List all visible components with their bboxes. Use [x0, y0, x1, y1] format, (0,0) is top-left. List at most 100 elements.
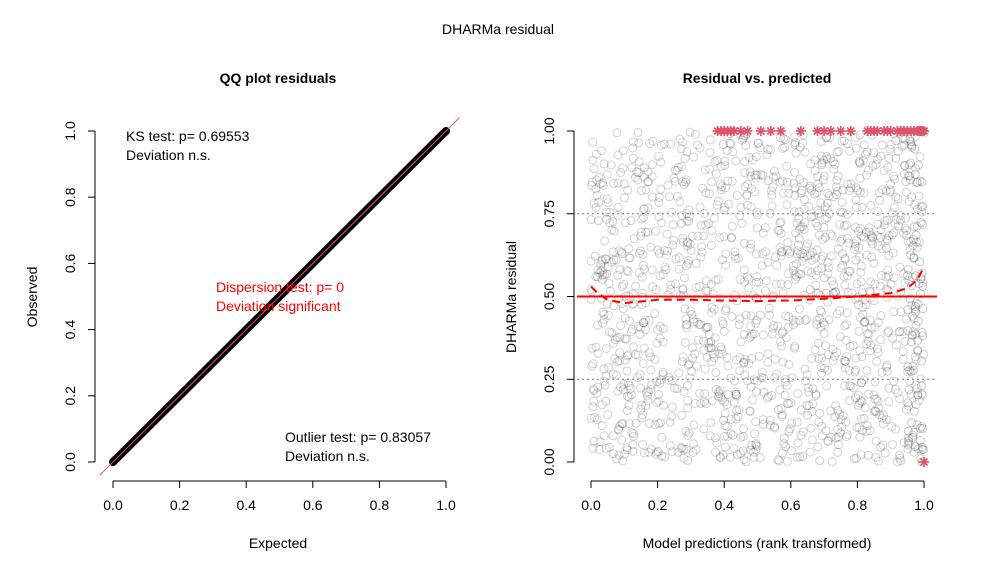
- residual-point: [616, 321, 626, 331]
- residual-point: [685, 127, 695, 137]
- residual-point: [626, 390, 636, 400]
- residual-point: [821, 151, 831, 161]
- residual-point: [784, 359, 794, 369]
- residual-point: [599, 314, 609, 324]
- residual-point: [791, 228, 801, 238]
- residual-point: [879, 166, 889, 176]
- residual-point: [917, 445, 927, 455]
- residual-point: [726, 373, 736, 383]
- residual-point: [906, 137, 916, 147]
- residual-point: [875, 410, 885, 420]
- residual-point: [908, 327, 918, 337]
- residual-point: [636, 404, 646, 414]
- residual-point: [863, 165, 873, 175]
- residual-point: [699, 336, 709, 346]
- residual-point: [875, 335, 885, 345]
- residual-point: [702, 352, 712, 362]
- residual-point: [906, 237, 916, 247]
- residual-point: [594, 197, 604, 207]
- residual-point: [811, 389, 821, 399]
- residual-point: [868, 232, 878, 242]
- residual-point: [812, 188, 822, 198]
- residual-point: [717, 255, 727, 265]
- residual-point: [591, 272, 601, 282]
- residual-point: [893, 388, 903, 398]
- residual-point: [833, 171, 843, 181]
- residual-point: [745, 333, 755, 343]
- residual-point: [604, 278, 614, 288]
- residual-point: [722, 421, 732, 431]
- residual-point: [674, 264, 684, 274]
- residual-point: [903, 440, 913, 450]
- residual-point: [906, 389, 916, 399]
- residual-point: [871, 160, 881, 170]
- residual-point: [701, 399, 711, 409]
- residual-point: [602, 214, 612, 224]
- residual-point: [678, 137, 688, 147]
- residual-point: [828, 344, 838, 354]
- residual-point: [707, 302, 717, 312]
- residual-point: [663, 180, 673, 190]
- residual-point: [810, 166, 820, 176]
- residual-point: [781, 135, 791, 145]
- residual-point: [792, 272, 802, 282]
- residual-point: [833, 440, 843, 450]
- residual-point: [683, 403, 693, 413]
- residual-point: [900, 134, 910, 144]
- residual-point: [854, 326, 864, 336]
- residual-point: [882, 235, 892, 245]
- residual-point: [692, 361, 702, 371]
- residual-point: [724, 199, 734, 209]
- residual-point: [801, 376, 811, 386]
- residual-point: [735, 274, 745, 284]
- residual-point: [762, 393, 772, 403]
- residual-point: [916, 289, 926, 299]
- residual-point: [807, 185, 817, 195]
- residual-point: [699, 424, 709, 434]
- residual-point: [683, 395, 693, 405]
- residual-point: [800, 315, 810, 325]
- residual-point: [846, 179, 856, 189]
- residual-point: [851, 365, 861, 375]
- residual-point: [856, 267, 866, 277]
- residual-point: [788, 315, 798, 325]
- residual-point: [776, 279, 786, 289]
- residual-point: [883, 162, 893, 172]
- residual-point: [731, 254, 741, 264]
- residual-point: [792, 452, 802, 462]
- residual-point: [846, 183, 856, 193]
- residual-point: [876, 151, 886, 161]
- residual-point: [794, 233, 804, 243]
- residual-point: [721, 304, 731, 314]
- residual-point: [634, 321, 644, 331]
- residual-point: [627, 162, 637, 172]
- residual-point: [712, 155, 722, 165]
- residual-point: [730, 376, 740, 386]
- residual-point: [822, 154, 832, 164]
- residual-point: [844, 266, 854, 276]
- residual-point: [731, 156, 741, 166]
- residual-point: [770, 373, 780, 383]
- residual-point: [727, 311, 737, 321]
- residual-point: [909, 253, 919, 263]
- residual-point: [749, 452, 759, 462]
- residual-point: [857, 202, 867, 212]
- residual-point: [909, 235, 919, 245]
- residual-point: [622, 351, 632, 361]
- residual-point: [624, 253, 634, 263]
- residual-point: [735, 366, 745, 376]
- residual-point: [757, 261, 767, 271]
- residual-point: [904, 385, 914, 395]
- residual-point: [807, 406, 817, 416]
- residual-point: [803, 266, 813, 276]
- residual-point: [587, 177, 597, 187]
- residual-point: [783, 322, 793, 332]
- residual-point: [714, 387, 724, 397]
- residual-point: [914, 237, 924, 247]
- residual-point: [666, 280, 676, 290]
- residual-point: [768, 172, 778, 182]
- residual-point: [598, 180, 608, 190]
- residual-point: [814, 183, 824, 193]
- residual-point: [845, 146, 855, 156]
- residual-point: [800, 364, 810, 374]
